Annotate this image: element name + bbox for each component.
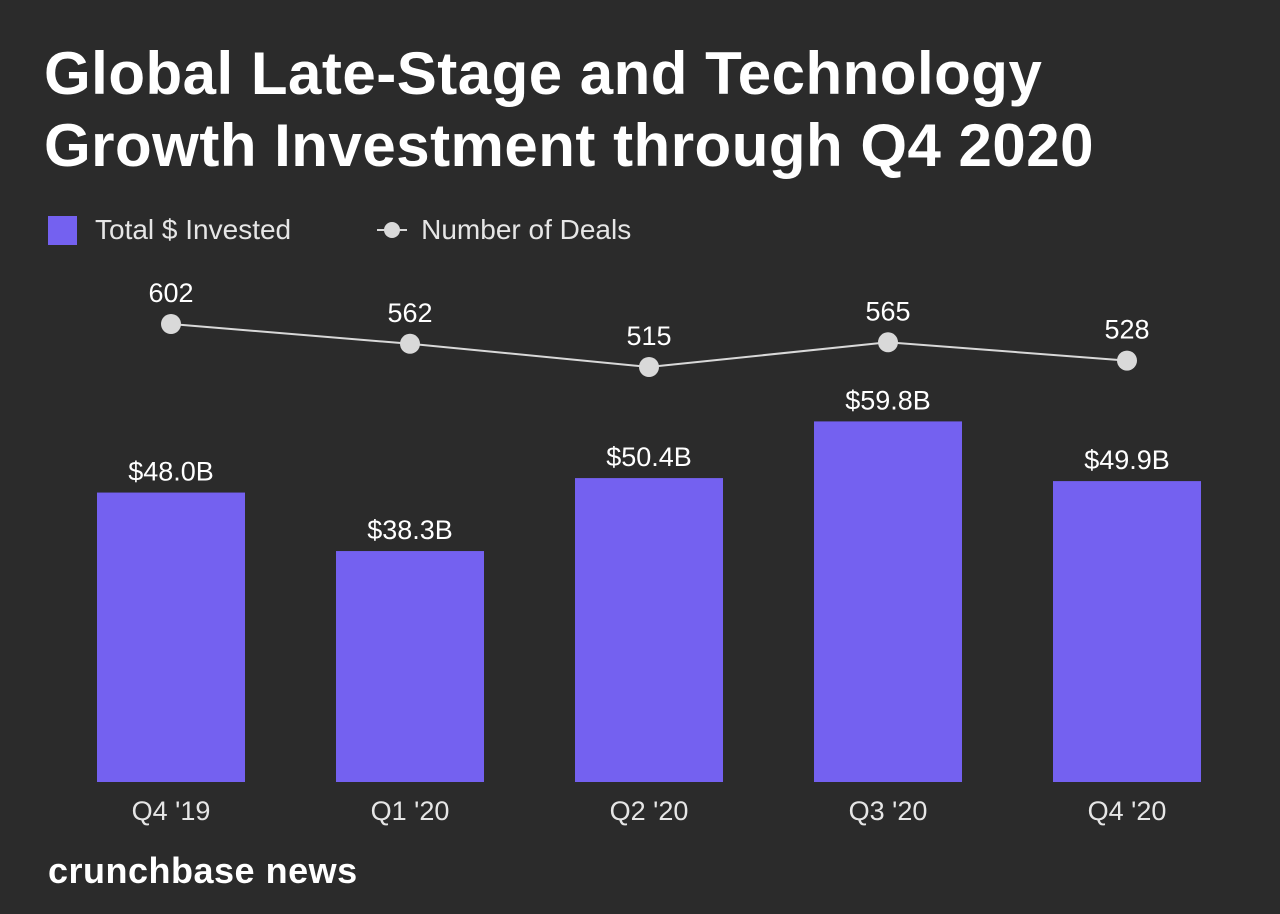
bar-value-label-1: $48.0B xyxy=(128,457,214,487)
legend-bar-swatch xyxy=(48,215,77,245)
chart-plot: $48.0B Q4 '19 $38.3B Q1 '20 $50.4B Q2 '20 $59.… xyxy=(97,278,1201,826)
deals-value-label-1: 602 xyxy=(148,278,193,308)
deals-value-label-5: 528 xyxy=(1104,315,1149,345)
deals-point-5 xyxy=(1117,350,1137,371)
bar-5 xyxy=(1053,481,1201,782)
x-tick-label-2: Q1 '20 xyxy=(371,796,450,826)
chart-title: Global Late-Stage and Technology Growth … xyxy=(44,38,1094,182)
bar-value-label-4: $59.8B xyxy=(845,385,931,415)
legend-item-number-of-deals: Number of Deals xyxy=(377,214,631,246)
bar-2 xyxy=(336,551,484,782)
chart-title-line-1: Global Late-Stage and Technology xyxy=(44,40,1043,107)
legend-label-total-invested: Total $ Invested xyxy=(95,214,292,245)
deals-point-2 xyxy=(400,333,420,354)
bar-value-label-2: $38.3B xyxy=(367,515,453,545)
chart-title-line-2: Growth Investment through Q4 2020 xyxy=(44,112,1095,179)
x-tick-label-4: Q3 '20 xyxy=(849,796,928,826)
x-tick-label-5: Q4 '20 xyxy=(1088,796,1167,826)
bar-4 xyxy=(814,421,962,782)
deals-point-1 xyxy=(161,314,181,334)
legend-line-marker xyxy=(377,220,408,240)
legend-item-total-invested: Total $ Invested xyxy=(48,214,291,246)
deals-value-label-4: 565 xyxy=(865,296,910,326)
bar-3 xyxy=(575,478,723,782)
x-tick-label-3: Q2 '20 xyxy=(610,796,689,826)
deals-point-4 xyxy=(878,332,898,353)
deals-point-3 xyxy=(639,357,659,377)
deals-value-label-3: 515 xyxy=(626,321,671,351)
deals-value-label-2: 562 xyxy=(387,298,432,328)
brand-logo-text: crunchbase news xyxy=(48,850,358,891)
bar-1 xyxy=(97,492,245,782)
x-tick-label-1: Q4 '19 xyxy=(132,796,211,826)
bar-value-label-5: $49.9B xyxy=(1084,445,1170,475)
bar-value-label-3: $50.4B xyxy=(606,442,692,472)
legend-label-number-of-deals: Number of Deals xyxy=(421,214,632,245)
chart-legend: Total $ Invested Number of Deals xyxy=(48,210,717,250)
